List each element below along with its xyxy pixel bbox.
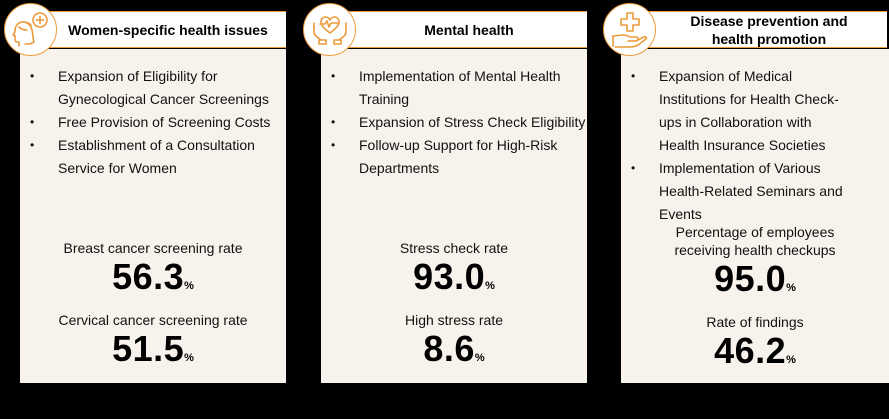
icon-circle xyxy=(4,3,57,56)
panel-mental-health: Mental health Implementation of Mental H… xyxy=(297,0,589,383)
icon-circle xyxy=(303,3,356,56)
list-item: Establishment of a Consultation Service … xyxy=(20,134,286,180)
icon-circle xyxy=(603,3,656,56)
panel-women-health: Women-specific health issues Expansion o… xyxy=(0,0,290,383)
stats-block: Stress check rate 93.0% High stress rate… xyxy=(321,240,587,378)
panel-body: Expansion of Eligibility for Gynecologic… xyxy=(20,49,286,383)
hands-heart-pulse-icon xyxy=(312,15,347,45)
stat-label: High stress rate xyxy=(404,312,504,328)
panel-title: Women-specific health issues xyxy=(68,21,268,38)
stat-value: 46.2% xyxy=(714,330,796,371)
stat-value: 56.3% xyxy=(112,256,194,297)
list-item: Expansion of Stress Check Eligibility xyxy=(321,111,587,134)
stat-label: Breast cancer screening rate xyxy=(63,240,243,256)
stat-label: Cervical cancer screening rate xyxy=(58,312,248,328)
panel-header: Mental health xyxy=(321,11,587,48)
bullet-list: Expansion of Medical Institutions for He… xyxy=(621,65,889,226)
stat-label: Rate of findings xyxy=(706,314,804,330)
woman-head-plus-icon xyxy=(11,11,48,47)
panel-disease-prevention: Disease prevention and health promotion … xyxy=(598,0,889,383)
stats-block: Breast cancer screening rate 56.3% Cervi… xyxy=(20,240,286,378)
hand-medical-cross-icon xyxy=(611,11,647,48)
bullet-list: Implementation of Mental Health Training… xyxy=(321,65,587,180)
list-item: Implementation of Various Health-Related… xyxy=(621,157,889,226)
list-item: Expansion of Medical Institutions for He… xyxy=(621,65,889,157)
panel-title: Disease prevention and health promotion xyxy=(690,12,848,47)
stat-label: Percentage of employees receiving health… xyxy=(674,224,836,258)
bullet-list: Expansion of Eligibility for Gynecologic… xyxy=(20,65,286,180)
list-item: Follow-up Support for High-Risk Departme… xyxy=(321,134,587,180)
list-item: Expansion of Eligibility for Gynecologic… xyxy=(20,65,286,111)
list-item: Free Provision of Screening Costs xyxy=(20,111,286,134)
stat-value: 8.6% xyxy=(423,328,485,369)
panel-body: Implementation of Mental Health Training… xyxy=(321,49,587,383)
panel-header: Disease prevention and health promotion xyxy=(621,11,887,48)
stat-value: 95.0% xyxy=(714,258,796,299)
stat-value: 93.0% xyxy=(413,256,495,297)
stats-block: Percentage of employees receiving health… xyxy=(621,223,889,380)
list-item: Implementation of Mental Health Training xyxy=(321,65,587,111)
stat-value: 51.5% xyxy=(112,328,194,369)
panel-body: Expansion of Medical Institutions for He… xyxy=(621,49,889,383)
stat-label: Stress check rate xyxy=(399,240,509,256)
panel-header: Women-specific health issues xyxy=(20,11,286,48)
panel-title: Mental health xyxy=(424,21,514,38)
